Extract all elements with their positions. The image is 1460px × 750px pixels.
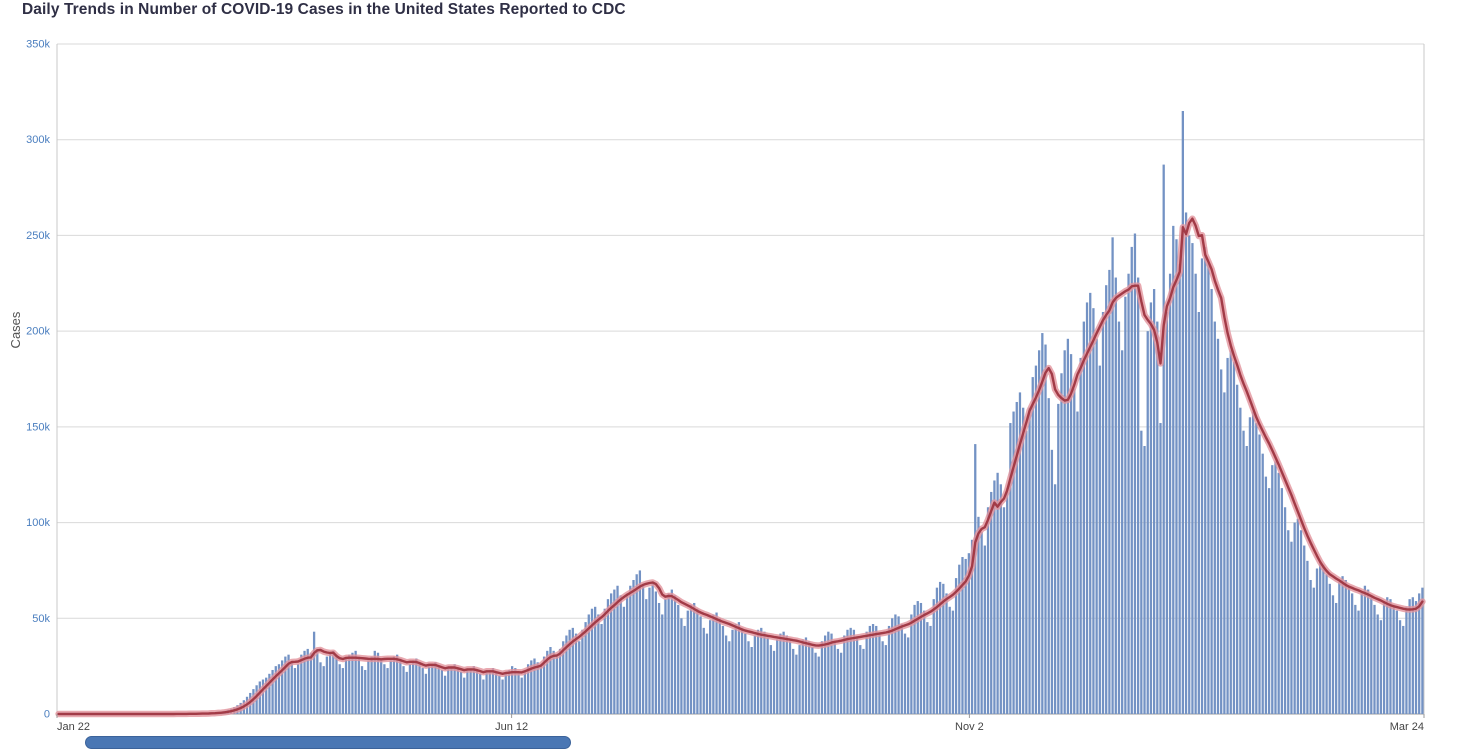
y-tick-label: 350k [26,39,50,51]
y-tick-label: 200k [26,326,50,338]
y-tick-label: 300k [26,134,50,146]
chart-scrollbar-thumb[interactable] [85,736,571,749]
x-tick-label: Jun 12 [495,721,528,730]
y-tick-label: 150k [26,421,50,433]
daily-cases-bars[interactable] [172,111,1424,715]
cases-chart[interactable]: 0 50k 100k 150k 200k 250k 300k 350k Jan 22 Jun 12… [0,25,1460,730]
y-tick-label: 50k [32,613,50,625]
moving-average-core [57,217,1424,716]
x-tick-labels: Jan 22 Jun 12 Nov 2 Mar 24 [56,714,1425,730]
moving-average-line [55,215,1426,718]
y-tick-label: 100k [26,517,50,529]
gridlines [57,43,1424,715]
y-tick-label: 250k [26,230,50,242]
y-tick-label: 0 [44,709,50,721]
y-tick-labels: 0 50k 100k 150k 200k 250k 300k 350k [26,39,50,721]
x-tick-label: Jan 22 [57,721,90,730]
chart-title: Daily Trends in Number of COVID-19 Cases… [22,1,626,18]
x-tick-label: Nov 2 [955,721,984,730]
x-tick-label: Mar 24 [1390,721,1424,730]
